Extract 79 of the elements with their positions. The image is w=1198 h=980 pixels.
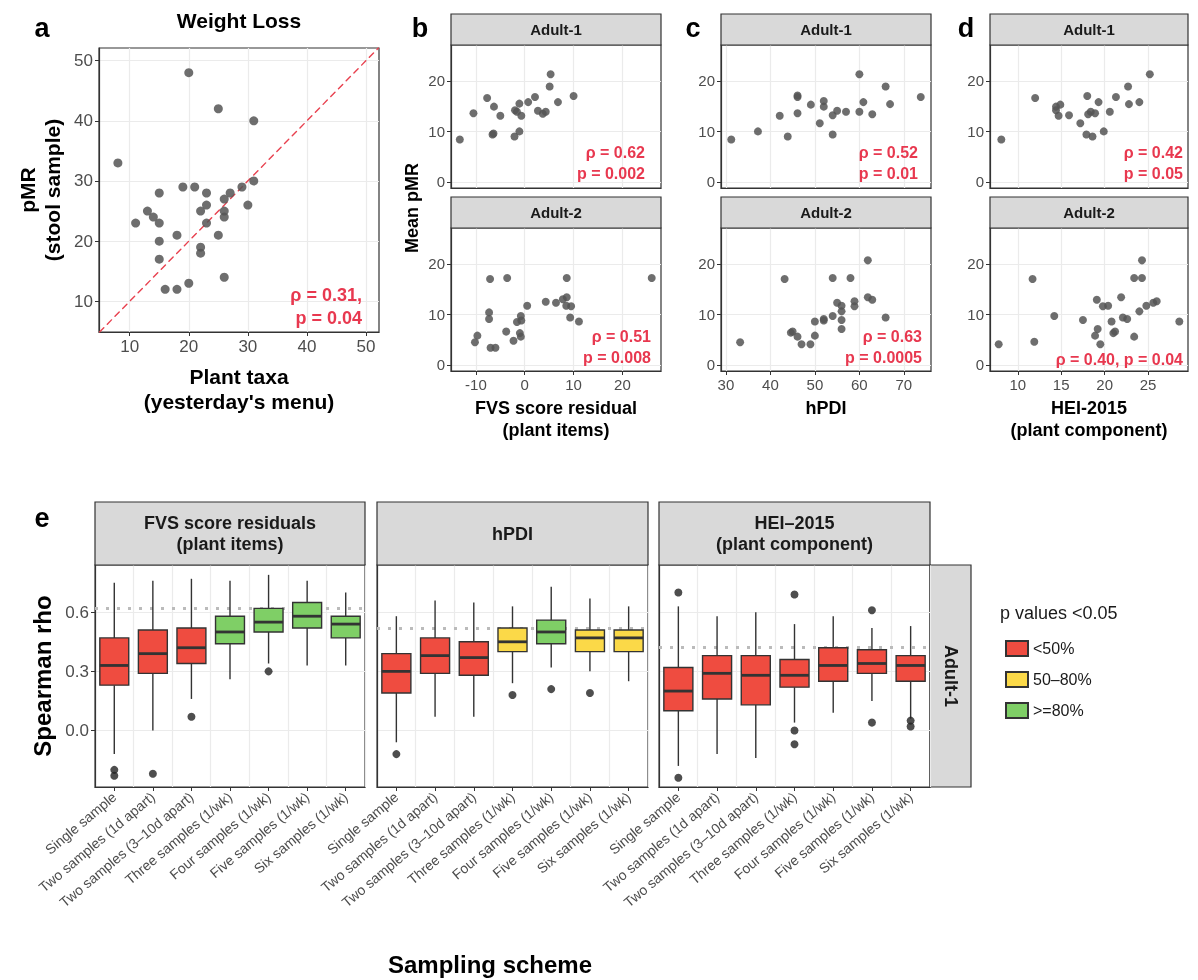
x-axis-title: Plant taxa (yesterday's menu) [143, 365, 335, 413]
y-tick-label: 10 [428, 122, 445, 140]
text: e [34, 503, 50, 533]
x-tick-label: 15 [1052, 376, 1070, 393]
x-tick-label: 40 [762, 376, 779, 393]
annotation: ρ = 0.62 p = 0.002 [576, 144, 646, 182]
y-tick-label: 10 [698, 122, 715, 140]
x-tick-label: 50 [356, 337, 376, 356]
y-tick-label: 20 [698, 255, 715, 273]
y-tick-label: 0 [706, 173, 715, 191]
y-tick-label: 20 [428, 72, 445, 90]
y-tick-label: 0 [975, 356, 984, 374]
y-tick-label: 20 [74, 231, 93, 251]
x-tick-label: 10 [1009, 376, 1027, 393]
chart-title: FVS score residuals (plant items) [143, 513, 317, 554]
annotation: ρ = 0.51 p = 0.008 [582, 328, 652, 366]
x-tick-label: 0 [520, 376, 529, 393]
y-tick-label: 40 [74, 111, 93, 131]
x-axis-title: HEI-2015 (plant component) [1010, 398, 1168, 440]
y-tick-label: 0 [706, 356, 715, 374]
x-tick-label: 40 [297, 337, 317, 356]
y-tick-label: 20 [967, 255, 984, 273]
annotation: ρ = 0.52 p = 0.01 [858, 144, 919, 182]
y-axis-title: Spearman rho [28, 595, 56, 757]
y-tick-label: 10 [74, 291, 93, 311]
x-tick-label: 50 [806, 376, 824, 393]
y-tick-label: 30 [74, 171, 93, 191]
chart-title: Adult-1 [800, 21, 852, 38]
y-tick-label: 0.6 [65, 602, 89, 622]
annotation: ρ = 0.40, p = 0.04 [1055, 351, 1184, 368]
x-axis-title: Sampling scheme [387, 950, 593, 978]
chart-title: HEI–2015 (plant component) [716, 513, 873, 554]
x-tick-label: 10 [565, 376, 582, 393]
y-tick-label: 0 [975, 173, 984, 191]
x-tick-label: 20 [614, 376, 631, 393]
annotation: ρ = 0.42 p = 0.05 [1123, 144, 1184, 182]
x-axis-title: hPDI [805, 398, 847, 418]
x-tick-label: 70 [895, 376, 913, 393]
text: d [957, 13, 975, 43]
chart-title: Adult-2 [800, 204, 852, 221]
y-tick-label: 20 [428, 255, 445, 273]
y-tick-label: 20 [698, 72, 715, 90]
x-tick-label: 20 [179, 337, 199, 356]
chart-title: Adult-1 [530, 21, 582, 38]
y-axis-title: pMR (stool sample) [16, 118, 64, 262]
x-axis-title: FVS score residual (plant items) [474, 398, 638, 440]
x-tick-label: 10 [120, 337, 140, 356]
y-tick-label: 0.0 [65, 720, 89, 740]
y-tick-label: 10 [967, 122, 984, 140]
chart-title: Adult-1 [1063, 21, 1115, 38]
y-tick-label: 50 [74, 51, 93, 71]
legend-title: p values <0.05 [1000, 603, 1118, 623]
y-tick-label: 10 [967, 305, 984, 323]
chart-title: hPDI [491, 523, 534, 544]
x-tick-label: -10 [465, 376, 487, 393]
legend-label: >=80% [1033, 702, 1084, 719]
x-tick-label: 30 [238, 337, 258, 356]
legend-label: 50–80% [1033, 671, 1092, 688]
text: c [685, 13, 701, 43]
y-tick-label: 0 [436, 173, 445, 191]
chart-title: Adult-2 [530, 204, 582, 221]
x-tick-label: 20 [1096, 376, 1113, 393]
x-tick-label: 60 [851, 376, 868, 393]
y-axis-title: Mean pMR [402, 163, 422, 253]
annotation: ρ = 0.31, p = 0.04 [290, 284, 362, 328]
x-tick-label: 25 [1139, 376, 1157, 393]
legend-label: <50% [1033, 640, 1075, 657]
y-tick-label: 0.3 [65, 661, 89, 681]
x-tick-label: 30 [717, 376, 735, 393]
y-tick-label: 20 [967, 72, 984, 90]
text: Adult-1 [940, 645, 961, 707]
chart-title: Weight Loss [176, 8, 302, 32]
y-tick-label: 0 [436, 356, 445, 374]
annotation: ρ = 0.63 p = 0.0005 [845, 328, 923, 366]
text: a [34, 13, 51, 43]
text: b [411, 13, 429, 43]
y-tick-label: 10 [698, 305, 715, 323]
y-tick-label: 10 [428, 305, 445, 323]
chart-title: Adult-2 [1063, 204, 1115, 221]
